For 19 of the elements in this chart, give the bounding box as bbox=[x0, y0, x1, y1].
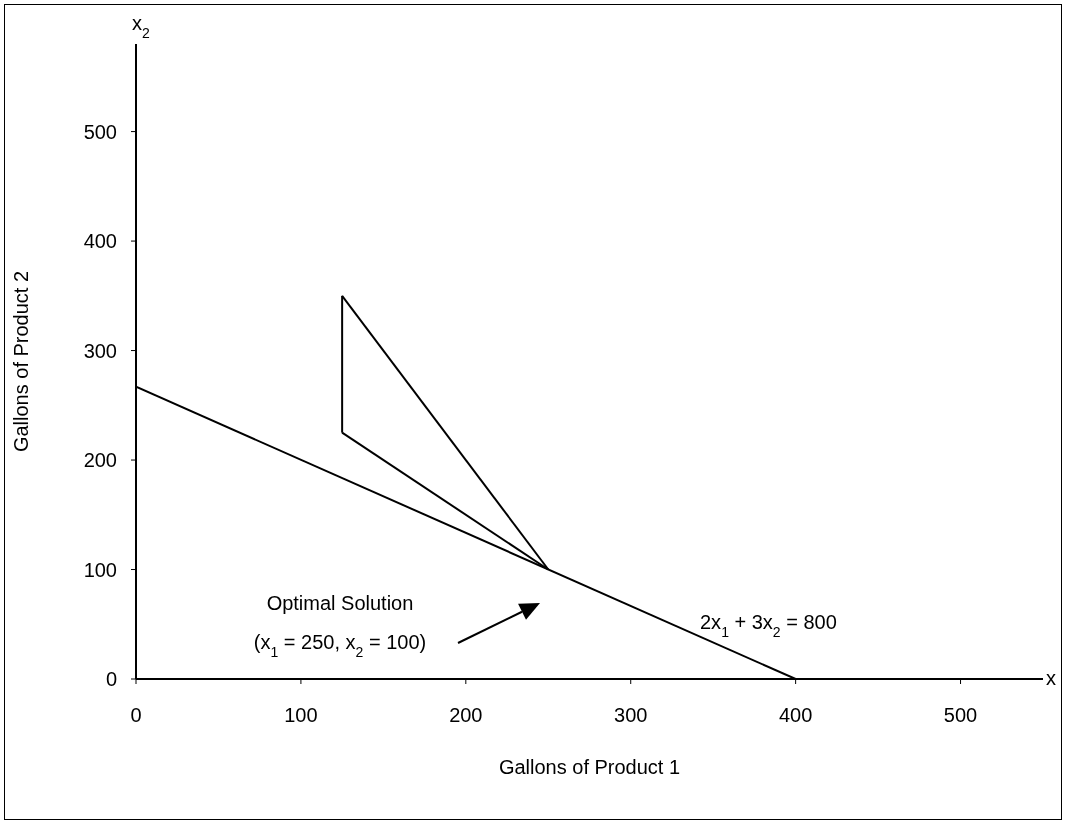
annotation: 2x$_{1}$ + 3x$_{2}$ = 800 bbox=[700, 611, 837, 640]
y-tick-label: 0 bbox=[105, 668, 117, 691]
annotation: (x$_{1}$ = 250, x$_{2}$ = 100) bbox=[253, 631, 427, 660]
annotation: Optimal Solution bbox=[266, 592, 414, 614]
text: x$_{2}$ bbox=[132, 12, 150, 41]
x-tick-label: 100 bbox=[284, 704, 318, 727]
y-tick-label: 500 bbox=[83, 120, 117, 143]
y-tick-label: 300 bbox=[83, 339, 117, 362]
text: x bbox=[1046, 667, 1056, 689]
x-tick-label: 500 bbox=[943, 704, 978, 727]
x-tick-label: 200 bbox=[449, 704, 483, 727]
x-tick-label: 400 bbox=[778, 704, 813, 727]
x-tick-label: 0 bbox=[130, 704, 142, 727]
x-axis-title: Gallons of Product 1 bbox=[498, 756, 681, 778]
x-tick-label: 300 bbox=[614, 704, 648, 727]
y-tick-label: 400 bbox=[83, 230, 117, 253]
y-axis-title: Gallons of Product 2 bbox=[10, 270, 33, 453]
y-tick-label: 100 bbox=[83, 558, 117, 581]
y-tick-label: 200 bbox=[83, 449, 117, 472]
